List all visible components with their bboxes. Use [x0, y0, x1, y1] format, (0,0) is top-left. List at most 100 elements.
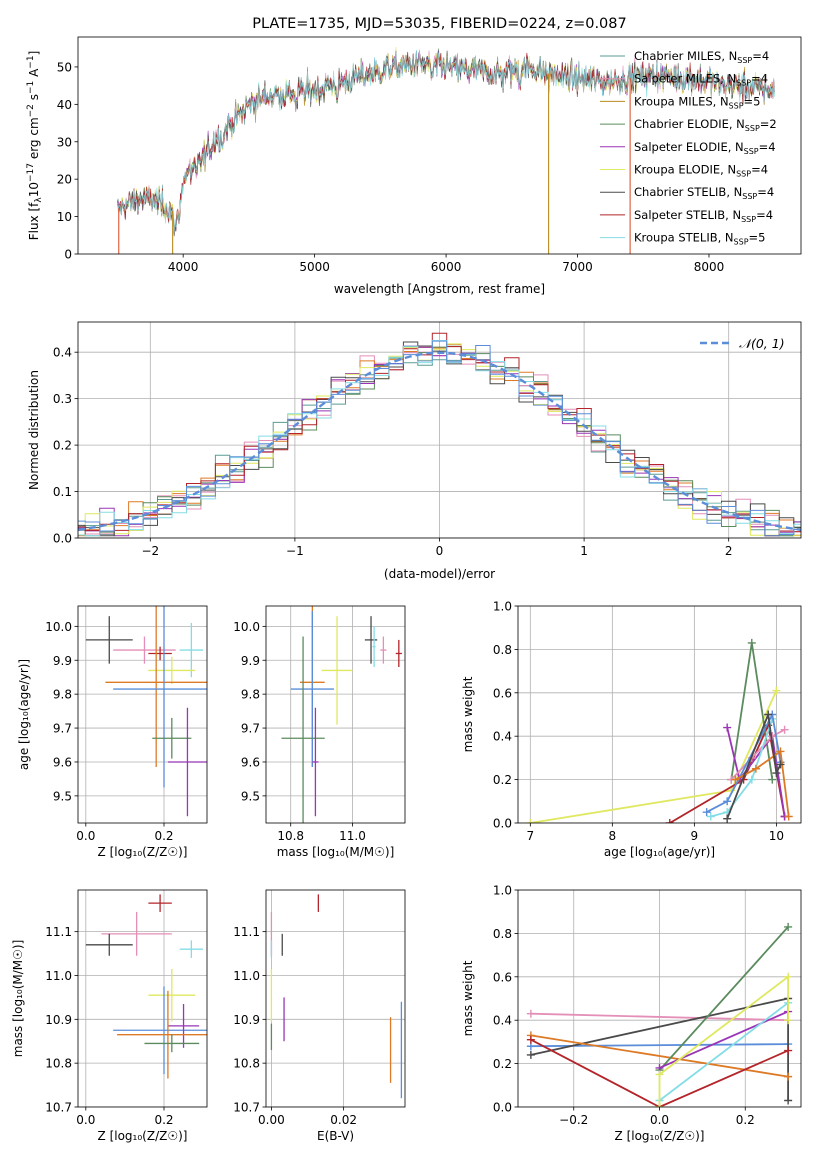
- errorbar-point: [148, 968, 196, 1022]
- axes-age-vs-mass: 10.8 11.0 9.5 9.6 9.7 9.8 9.9 10.0 mass [log₁₀(M…: [233, 620, 394, 859]
- weight-marker: [723, 797, 732, 806]
- weight-line: [726, 710, 782, 820]
- y-tick-label: 9.6: [241, 755, 260, 769]
- axes-frame: [77, 321, 802, 539]
- y-tick-label: 0.8: [493, 643, 512, 657]
- axes-frame: [77, 605, 208, 824]
- x-tick-label: 0: [436, 544, 444, 558]
- y-tick-label: 10.0: [45, 620, 72, 634]
- y-tick-label: 0.4: [53, 346, 72, 360]
- errorbar-point: [148, 894, 172, 912]
- x-tick-label: 4000: [168, 260, 199, 274]
- weight-marker: [784, 972, 793, 981]
- x-tick-label: 0.0: [76, 1113, 95, 1127]
- y-tick-label: 0: [64, 248, 72, 262]
- weight-marker: [526, 1035, 535, 1044]
- y-tick-label: 9.8: [53, 688, 72, 702]
- axes-weight-vs-age: 7 8 9 10 0.0 0.2 0.4 0.6 0.8 1.0 age [log₁₀(age/yr…: [461, 600, 784, 860]
- y-tick-label: 0.4: [493, 730, 512, 744]
- legend-label: Salpeter ELODIE, NSSP=4: [634, 140, 776, 156]
- weight-marker: [764, 710, 773, 719]
- errorbar-point: [113, 606, 207, 788]
- y-tick-label: 0.2: [53, 439, 72, 453]
- legend-label: 𝒩(0, 1): [739, 336, 785, 351]
- x-axis-label: Z [log₁₀(Z/Z☉)]: [98, 845, 188, 859]
- histogram-step: [78, 340, 801, 537]
- errorbar-point: [290, 611, 334, 768]
- axes-age-vs-Z: 0.0 0.2 9.5 9.6 9.7 9.8 9.9 10.0 Z [log₁₀(Z/Z☉)]…: [17, 620, 187, 859]
- axes-mass-vs-Z: 0.0 0.2 10.7 10.8 10.9 11.0 11.1 Z [log₁₀(Z/Z☉)…: [11, 925, 187, 1143]
- y-tick-label: 0.6: [493, 970, 512, 984]
- errorbar-point: [148, 646, 172, 661]
- axes-frame: [265, 605, 406, 824]
- y-tick-label: 0.0: [53, 532, 72, 546]
- y-tick-label: 10.9: [45, 1013, 72, 1027]
- plot-area-residual-hist: [78, 322, 801, 538]
- weight-marker: [784, 922, 793, 931]
- legend-label: Chabrier ELODIE, NSSP=2: [634, 117, 777, 133]
- axes-spectrum: 4000 5000 6000 7000 8000 0 10 20 30 40 50 wavelengt…: [26, 51, 724, 296]
- y-tick-label: 10.8: [45, 1057, 72, 1071]
- x-tick-label: 2: [725, 544, 733, 558]
- histogram-step: [78, 343, 801, 537]
- panel-weight-vs-Z: −0.2 0.0 0.2 0.0 0.2 0.4 0.6 0.8 1.0 Z [log₁₀(Z/Z…: [461, 884, 802, 1144]
- plot-area-weight-vs-age: [518, 606, 801, 823]
- axes-frame: [77, 36, 802, 255]
- legend-label: Salpeter MILES, NSSP=4: [634, 72, 768, 88]
- plot-area-mass-vs-Z: [78, 890, 207, 1107]
- y-tick-label: 9.7: [53, 722, 72, 736]
- axes-weight-vs-Z: −0.2 0.0 0.2 0.0 0.2 0.4 0.6 0.8 1.0 Z [log₁₀(Z/Z…: [461, 884, 755, 1144]
- errorbar-point: [321, 616, 353, 725]
- errorbar-point: [281, 636, 325, 823]
- y-axis-label: Flux [fλ10−17 erg cm−2 s−1 A−1]: [26, 51, 44, 241]
- weight-marker: [784, 1072, 793, 1081]
- weight-marker: [655, 1070, 664, 1079]
- legend: Chabrier MILES, NSSP=4 Salpeter MILES, NS…: [600, 49, 777, 247]
- x-tick-label: 1: [580, 544, 588, 558]
- y-tick-label: 0.2: [493, 773, 512, 787]
- spectrum-line: [117, 49, 775, 233]
- x-tick-label: 10: [769, 829, 784, 843]
- panel-mass-vs-ebv: 0.00 0.02 10.7 10.8 10.9 11.0 11.1 E(B-V): [233, 889, 406, 1143]
- weight-line: [726, 727, 786, 817]
- legend-label: Chabrier STELIB, NSSP=4: [634, 185, 774, 201]
- errorbar-point: [167, 707, 207, 817]
- legend-label: Kroupa ELODIE, NSSP=4: [634, 163, 768, 179]
- weight-marker: [768, 775, 777, 784]
- y-tick-label: 50: [57, 60, 72, 74]
- weight-marker: [776, 760, 785, 769]
- plot-area-age-vs-mass: [266, 606, 405, 823]
- x-tick-label: 8: [609, 829, 617, 843]
- errorbar-point: [113, 636, 176, 664]
- errorbar-point: [113, 986, 207, 1075]
- y-tick-label: 30: [57, 135, 72, 149]
- x-tick-label: 8000: [694, 260, 725, 274]
- y-tick-label: 9.5: [53, 789, 72, 803]
- histogram-step: [78, 345, 801, 537]
- y-tick-label: 10.9: [233, 1013, 260, 1027]
- errorbar-point: [144, 1034, 200, 1053]
- y-tick-label: 9.8: [241, 688, 260, 702]
- legend-label: Salpeter STELIB, NSSP=4: [634, 208, 773, 224]
- axes-frame: [517, 889, 802, 1108]
- weight-line: [530, 690, 778, 823]
- weight-marker: [772, 769, 781, 778]
- weight-marker: [731, 775, 740, 784]
- weight-marker: [780, 725, 789, 734]
- panel-residual-hist: −2 −1 0 1 2 0.0 0.1 0.2 0.3 0.4 (data-model)/error…: [27, 321, 802, 581]
- y-tick-label: 10.0: [233, 620, 260, 634]
- weight-marker: [702, 808, 711, 817]
- x-axis-label: Z [log₁₀(Z/Z☉)]: [615, 1129, 705, 1143]
- errorbar-point: [364, 616, 378, 664]
- weight-line: [710, 718, 774, 818]
- x-tick-label: 0.2: [736, 1113, 755, 1127]
- y-tick-label: 0.1: [53, 485, 72, 499]
- errorbar-point: [372, 626, 376, 668]
- y-tick-label: 10: [57, 210, 72, 224]
- errorbar-point: [148, 656, 196, 684]
- x-tick-label: 5000: [299, 260, 330, 274]
- axes-frame: [265, 889, 406, 1108]
- errorbar-point: [179, 940, 204, 958]
- legend-label: Kroupa STELIB, NSSP=5: [634, 231, 765, 247]
- panel-age-vs-Z: 0.0 0.2 9.5 9.6 9.7 9.8 9.9 10.0 Z [log₁₀(Z/Z☉)]…: [17, 605, 208, 859]
